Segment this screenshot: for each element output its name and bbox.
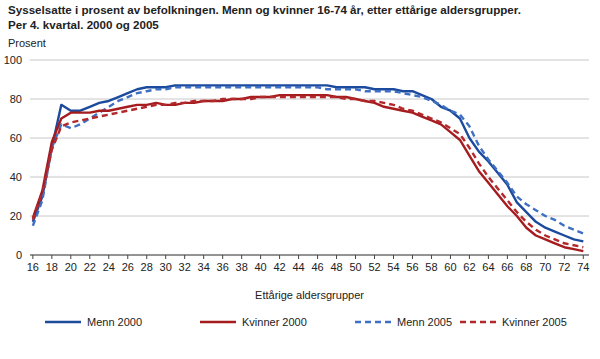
x-tick-label: 70 (539, 261, 551, 273)
x-tick (564, 255, 565, 259)
legend-label: Kvinner 2005 (502, 316, 567, 328)
grid-line (30, 138, 589, 139)
legend-swatch (355, 321, 391, 323)
legend-label: Menn 2000 (87, 316, 142, 328)
x-tick-label: 38 (236, 261, 248, 273)
x-tick-label: 42 (273, 261, 285, 273)
x-tick-label: 58 (425, 261, 437, 273)
x-tick-label: 66 (501, 261, 513, 273)
x-tick-label: 48 (330, 261, 342, 273)
y-tick-label: 0 (16, 249, 22, 261)
legend-swatch (200, 321, 236, 323)
x-tick (469, 255, 470, 259)
x-tick (507, 255, 508, 259)
plot-area (33, 85, 583, 251)
x-tick (127, 255, 128, 259)
x-tick (222, 255, 223, 259)
grid-line (30, 216, 589, 217)
x-axis-label: Ettårige aldersgrupper (255, 289, 364, 301)
x-tick-label: 50 (349, 261, 361, 273)
legend-swatch (460, 321, 496, 323)
grid-line (30, 177, 589, 178)
x-tick-label: 64 (482, 261, 494, 273)
chart: Sysselsatte i prosent av befolkningen. M… (0, 0, 600, 359)
x-tick-label: 30 (160, 261, 172, 273)
x-tick-label: 62 (463, 261, 475, 273)
x-tick (336, 255, 337, 259)
y-tick-label: 60 (10, 132, 22, 144)
x-tick (317, 255, 318, 259)
x-tick (165, 255, 166, 259)
x-tick-label: 20 (65, 261, 77, 273)
x-tick-label: 74 (577, 261, 589, 273)
x-tick-label: 44 (292, 261, 304, 273)
grid-line (30, 255, 589, 256)
legend-swatch (45, 321, 81, 323)
x-axis (30, 255, 589, 256)
x-tick (260, 255, 261, 259)
x-tick-label: 18 (46, 261, 58, 273)
x-tick (203, 255, 204, 259)
x-tick (431, 255, 432, 259)
grid-line (30, 60, 589, 61)
x-tick-label: 24 (103, 261, 115, 273)
x-tick (526, 255, 527, 259)
x-tick-label: 28 (141, 261, 153, 273)
x-tick-label: 34 (198, 261, 210, 273)
x-tick-label: 32 (179, 261, 191, 273)
x-tick-label: 52 (368, 261, 380, 273)
x-tick-label: 60 (444, 261, 456, 273)
x-tick (241, 255, 242, 259)
x-tick (184, 255, 185, 259)
x-tick (89, 255, 90, 259)
y-tick-label: 20 (10, 210, 22, 222)
x-tick-label: 26 (122, 261, 134, 273)
x-tick (298, 255, 299, 259)
x-tick-label: 16 (27, 261, 39, 273)
y-axis-label: Prosent (8, 37, 46, 49)
x-tick (108, 255, 109, 259)
legend-label: Menn 2005 (397, 316, 452, 328)
x-tick (355, 255, 356, 259)
y-tick-label: 100 (4, 54, 22, 66)
x-tick-label: 68 (520, 261, 532, 273)
x-tick (279, 255, 280, 259)
x-tick-label: 36 (217, 261, 229, 273)
title: Sysselsatte i prosent av befolkningen. M… (8, 3, 521, 16)
x-tick (545, 255, 546, 259)
subtitle: Per 4. kvartal. 2000 og 2005 (8, 18, 159, 31)
x-tick-label: 40 (254, 261, 266, 273)
x-tick (374, 255, 375, 259)
x-tick (146, 255, 147, 259)
x-tick-label: 56 (406, 261, 418, 273)
x-tick (51, 255, 52, 259)
x-tick (32, 255, 33, 259)
x-tick (450, 255, 451, 259)
series-line (33, 97, 583, 247)
series-line (33, 95, 583, 251)
legend-label: Kvinner 2000 (242, 316, 307, 328)
y-tick-label: 40 (10, 171, 22, 183)
y-tick-label: 80 (10, 93, 22, 105)
x-tick-label: 22 (84, 261, 96, 273)
x-tick (488, 255, 489, 259)
x-tick (583, 255, 584, 259)
x-tick (70, 255, 71, 259)
x-tick (393, 255, 394, 259)
x-tick-label: 72 (558, 261, 570, 273)
x-tick (412, 255, 413, 259)
x-tick-label: 54 (387, 261, 399, 273)
x-tick-label: 46 (311, 261, 323, 273)
